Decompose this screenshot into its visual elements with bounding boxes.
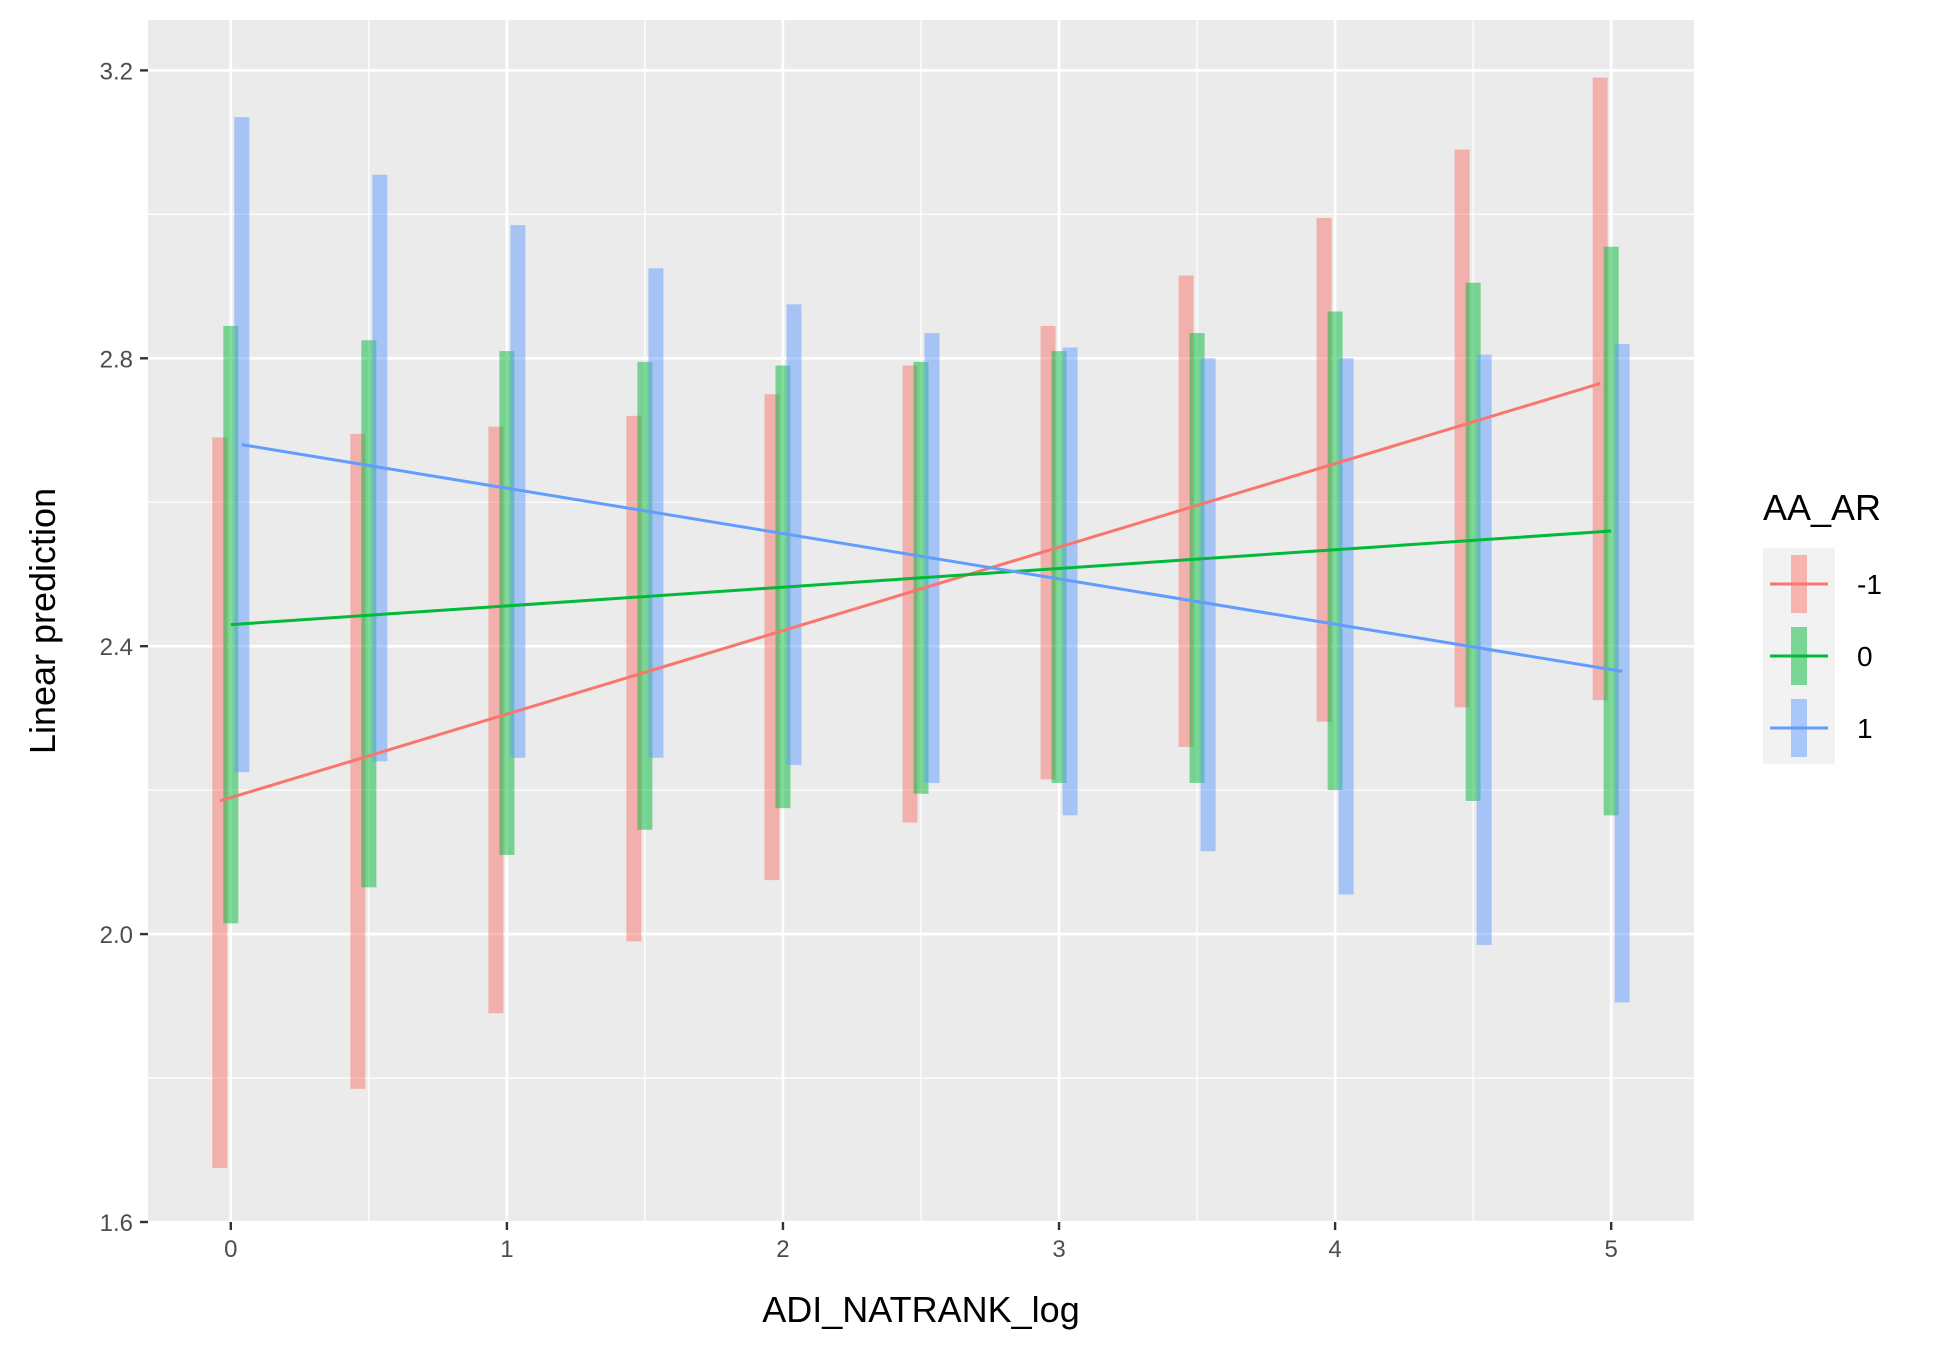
legend-label: -1 bbox=[1857, 569, 1882, 600]
x-tick-label: 1 bbox=[500, 1236, 513, 1263]
legend-title: AA_AR bbox=[1763, 487, 1881, 528]
y-axis: 1.6 2.0 2.4 2.8 3.2 bbox=[100, 58, 148, 1237]
x-tick-label: 3 bbox=[1052, 1236, 1065, 1263]
y-tick-label: 3.2 bbox=[100, 58, 133, 85]
y-tick-label: 2.8 bbox=[100, 346, 133, 373]
x-tick-label: 4 bbox=[1328, 1236, 1341, 1263]
legend-item-0: 0 bbox=[1770, 627, 1873, 685]
prediction-lines bbox=[219, 382, 1623, 803]
prediction-line-series--1 bbox=[219, 382, 1601, 803]
x-axis-title: ADI_NATRANK_log bbox=[762, 1289, 1079, 1330]
legend-item-1: 1 bbox=[1770, 699, 1873, 757]
x-axis: 0 1 2 3 4 5 bbox=[224, 1222, 1618, 1263]
prediction-line-series-1 bbox=[241, 443, 1623, 673]
legend: AA_AR -1 0 1 bbox=[1763, 487, 1882, 764]
x-tick-label: 5 bbox=[1604, 1236, 1617, 1263]
y-tick-label: 2.0 bbox=[100, 922, 133, 949]
legend-item--1: -1 bbox=[1770, 555, 1882, 613]
y-tick-label: 2.4 bbox=[100, 634, 133, 661]
x-tick-label: 0 bbox=[224, 1236, 237, 1263]
y-axis-title: Linear prediction bbox=[22, 488, 63, 754]
legend-label: 1 bbox=[1857, 713, 1873, 744]
x-tick-label: 2 bbox=[776, 1236, 789, 1263]
ci-bar-series-1 bbox=[1614, 343, 1630, 1003]
legend-label: 0 bbox=[1857, 641, 1873, 672]
prediction-line-series-0 bbox=[230, 529, 1612, 627]
y-tick-label: 1.6 bbox=[100, 1210, 133, 1237]
